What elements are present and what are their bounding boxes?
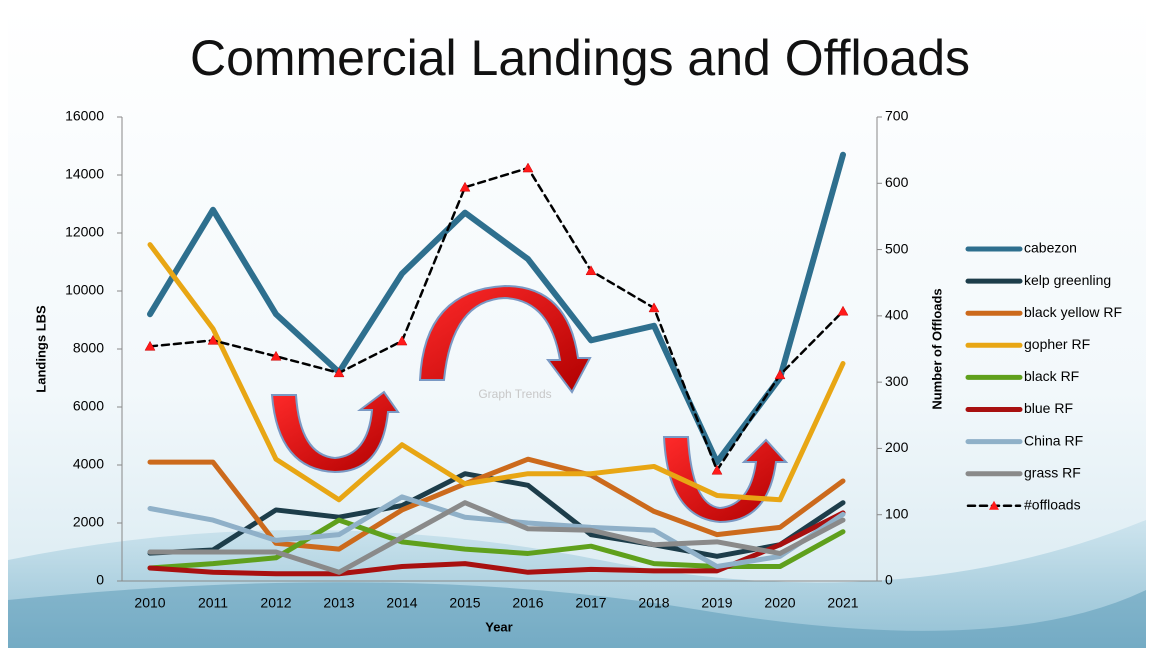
x-tick-label: 2012 xyxy=(260,595,291,611)
arrow-shape xyxy=(662,436,789,524)
y-axis-title: Landings LBS xyxy=(33,305,48,393)
y2-tick-label: 700 xyxy=(885,108,909,124)
series-marker xyxy=(648,302,660,313)
y-tick-label: 16000 xyxy=(65,108,104,124)
series xyxy=(147,494,846,569)
series-line xyxy=(147,151,846,466)
series xyxy=(147,151,846,466)
series xyxy=(147,500,846,575)
arrow-shape xyxy=(270,390,400,474)
series-marker xyxy=(207,334,219,345)
legend-label: black RF xyxy=(1024,368,1079,384)
y2-tick-label: 100 xyxy=(885,505,909,521)
y2-tick-label: 500 xyxy=(885,240,909,256)
legend-label: kelp greenling xyxy=(1024,272,1111,288)
y2-tick-label: 400 xyxy=(885,307,909,323)
series-line xyxy=(147,494,846,569)
legend-label: grass RF xyxy=(1024,464,1081,480)
annotation: Graph Trends xyxy=(478,387,551,401)
y-tick-label: 0 xyxy=(96,572,104,588)
legend-label: China RF xyxy=(1024,432,1083,448)
arrow-shape xyxy=(418,284,592,394)
x-tick-label: 2021 xyxy=(827,595,858,611)
wave xyxy=(8,520,1146,648)
y-tick-label: 2000 xyxy=(73,514,104,530)
x-tick-label: 2020 xyxy=(764,595,795,611)
x-tick-label: 2013 xyxy=(323,595,354,611)
y-tick-label: 6000 xyxy=(73,398,104,414)
series-marker xyxy=(270,350,282,361)
y-tick-label: 14000 xyxy=(65,166,104,182)
series-marker xyxy=(585,265,597,276)
y2-tick-label: 600 xyxy=(885,174,909,190)
x-tick-label: 2016 xyxy=(512,595,543,611)
legend-label: cabezon xyxy=(1024,240,1077,256)
y2-tick-label: 300 xyxy=(885,373,909,389)
legend-label: #offloads xyxy=(1024,497,1081,513)
y2-tick-label: 200 xyxy=(885,439,909,455)
y2-tick-label: 0 xyxy=(885,572,893,588)
y-tick-label: 4000 xyxy=(73,456,104,472)
series-marker xyxy=(774,369,786,380)
decor-arrows xyxy=(270,284,789,524)
legend-label: black yellow RF xyxy=(1024,304,1122,320)
y2-axis-title: Number of Offloads xyxy=(929,288,944,409)
y-tick-label: 12000 xyxy=(65,224,104,240)
series-line xyxy=(147,500,846,575)
legend-marker xyxy=(989,500,999,510)
series-marker xyxy=(459,181,471,192)
x-tick-label: 2014 xyxy=(386,595,417,611)
y-tick-label: 10000 xyxy=(65,282,104,298)
x-tick-label: 2017 xyxy=(575,595,606,611)
series-marker xyxy=(396,335,408,346)
x-axis-title: Year xyxy=(485,619,512,634)
series-marker xyxy=(522,162,534,173)
x-tick-label: 2015 xyxy=(449,595,480,611)
legend-label: gopher RF xyxy=(1024,336,1090,352)
series-line xyxy=(147,242,846,503)
x-tick-label: 2019 xyxy=(701,595,732,611)
x-tick-label: 2018 xyxy=(638,595,669,611)
series-marker xyxy=(837,305,849,316)
series-line xyxy=(147,456,846,552)
series-marker xyxy=(711,464,723,475)
y-tick-label: 8000 xyxy=(73,340,104,356)
series xyxy=(147,456,846,552)
series-marker xyxy=(333,367,345,378)
x-tick-label: 2010 xyxy=(134,595,165,611)
series-marker xyxy=(144,340,156,351)
legend-label: blue RF xyxy=(1024,400,1073,416)
series xyxy=(147,242,846,503)
series xyxy=(144,162,849,475)
wave xyxy=(8,582,1146,648)
x-tick-label: 2011 xyxy=(198,595,228,611)
series-line xyxy=(148,166,845,472)
chart-title: Commercial Landings and Offloads xyxy=(190,30,970,86)
